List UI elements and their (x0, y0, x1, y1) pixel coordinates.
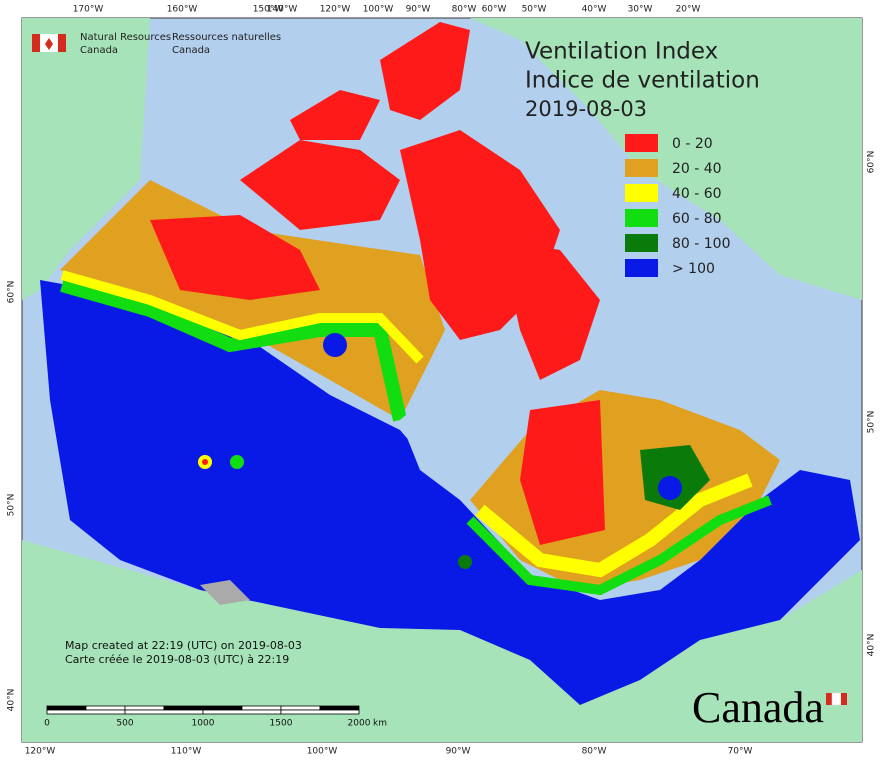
scale-segment (46, 709, 126, 715)
scale-segment (241, 705, 282, 711)
scale-label: 500 (116, 719, 133, 729)
latitude-label: 60°N (867, 151, 877, 174)
longitude-label: 30°W (628, 5, 653, 15)
longitude-label-bottom: 110°W (171, 747, 202, 757)
legend-label: 80 - 100 (672, 236, 731, 252)
scale-segment (85, 705, 126, 711)
scale-segment (163, 705, 204, 711)
agency-fr: Canada (172, 45, 210, 56)
longitude-label: 60°W (482, 5, 507, 15)
title-block: Ventilation Index Indice de ventilation … (525, 39, 760, 122)
agency-en: Natural Resources (80, 32, 171, 43)
legend-swatch (625, 184, 658, 202)
scale-label: 2000 (348, 719, 371, 729)
title-date: 2019-08-03 (525, 97, 647, 121)
legend-swatch (625, 259, 658, 277)
longitude-label: 140°W (267, 5, 298, 15)
scale-segment (319, 705, 360, 711)
title-en: Ventilation Index (525, 39, 718, 65)
agency-fr: Ressources naturelles (172, 32, 281, 43)
legend-label: 0 - 20 (672, 136, 713, 152)
latitude-label: 50°N (7, 494, 17, 517)
scale-label: 0 (44, 719, 50, 729)
longitude-label: 40°W (582, 5, 607, 15)
scale-segment (280, 705, 321, 711)
wordmark: Canada (692, 683, 847, 732)
latitude-label: 60°N (7, 281, 17, 304)
scale-unit: km (373, 719, 387, 729)
longitude-label-bottom: 120°W (25, 747, 56, 757)
scale-segment (280, 709, 360, 715)
legend-label: 60 - 80 (672, 211, 722, 227)
longitude-label-bottom: 80°W (582, 747, 607, 757)
latitude-label: 40°N (7, 689, 17, 712)
longitude-label-bottom: 70°W (728, 747, 753, 757)
legend-label: > 100 (672, 261, 715, 277)
scale-segment (202, 709, 282, 715)
scale-segment (46, 705, 87, 711)
longitude-label: 50°W (522, 5, 547, 15)
longitude-label: 150°W (253, 5, 284, 15)
scale-segment (202, 705, 243, 711)
legend-swatch (625, 134, 658, 152)
latitude-label: 50°N (867, 411, 877, 434)
scale-bar: 0 500 1000 1500 2000 km (44, 705, 387, 729)
title-fr: Indice de ventilation (525, 68, 760, 94)
longitude-label: 120°W (320, 5, 351, 15)
longitude-label-bottom: 90°W (446, 747, 471, 757)
scale-label: 1000 (192, 719, 215, 729)
footer-note: Carte créée le 2019-08-03 (UTC) à 22:19 (65, 653, 289, 666)
footer-note: Map created at 22:19 (UTC) on 2019-08-03 (65, 639, 302, 652)
longitude-label: 80°W (452, 5, 477, 15)
longitude-label: 100°W (363, 5, 394, 15)
land (22, 18, 862, 742)
scale-label: 1500 (270, 719, 293, 729)
header: Natural Resources Canada Ressources natu… (32, 32, 281, 56)
legend: 0 - 20 20 - 40 40 - 60 60 - 80 80 - 100 > 100 (625, 134, 731, 277)
latitude-label: 40°N (867, 634, 877, 657)
longitude-label: 20°W (676, 5, 701, 15)
longitude-label: 160°W (167, 5, 198, 15)
longitude-label: 90°W (406, 5, 431, 15)
footer: Map created at 22:19 (UTC) on 2019-08-03… (65, 639, 302, 666)
canada-wordmark: Canada (692, 683, 824, 732)
scale-segment (124, 705, 165, 711)
longitude-label-bottom: 100°W (307, 747, 338, 757)
legend-label: 20 - 40 (672, 161, 722, 177)
scale-segment (124, 709, 204, 715)
agency-en: Canada (80, 45, 118, 56)
legend-label: 40 - 60 (672, 186, 722, 202)
legend-swatch (625, 234, 658, 252)
legend-swatch (625, 159, 658, 177)
legend-swatch (625, 209, 658, 227)
longitude-label: 170°W (73, 5, 104, 15)
